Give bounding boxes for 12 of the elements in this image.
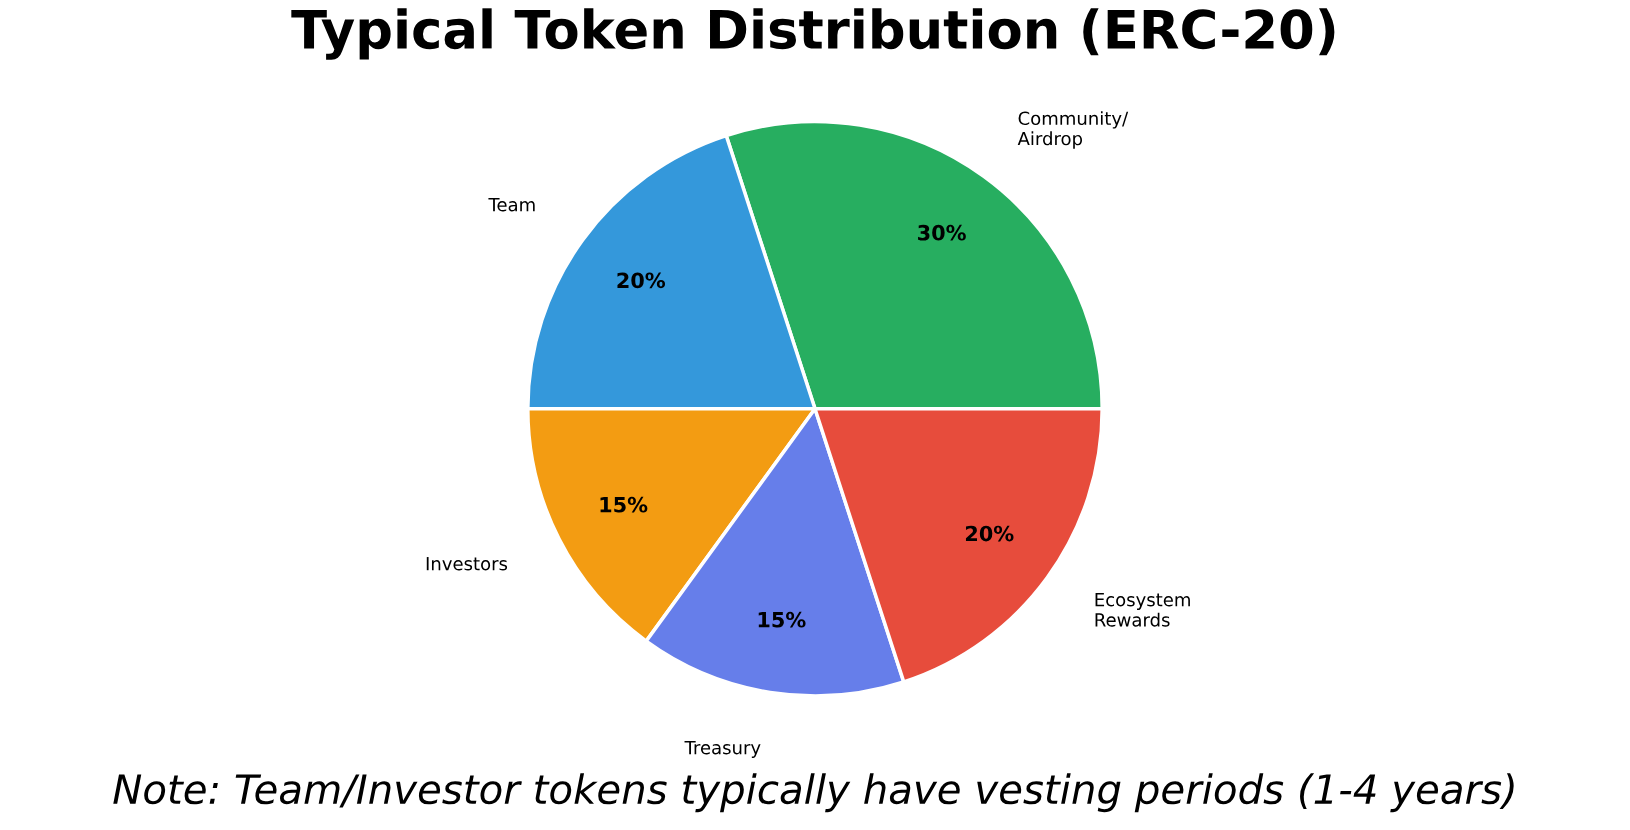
slice-label: Investors bbox=[426, 557, 508, 571]
data-label: 20% bbox=[965, 525, 1014, 542]
slice-label: Ecosystem Rewards bbox=[1095, 593, 1190, 627]
data-label: 15% bbox=[600, 496, 648, 513]
slice-label: Team bbox=[488, 198, 535, 212]
slice-label: Treasury bbox=[684, 740, 761, 758]
text: Note: Team/Investor tokens typically have vesting periods (1-4 years) bbox=[113, 773, 1514, 813]
data-label: 30% bbox=[918, 224, 966, 241]
data-label: 15% bbox=[758, 611, 806, 628]
slice-label: Community/ Airdrop bbox=[1017, 111, 1129, 149]
data-label: 20% bbox=[617, 272, 666, 289]
chart-title: Typical Token Distribution (ERC-20) bbox=[291, 8, 1335, 60]
